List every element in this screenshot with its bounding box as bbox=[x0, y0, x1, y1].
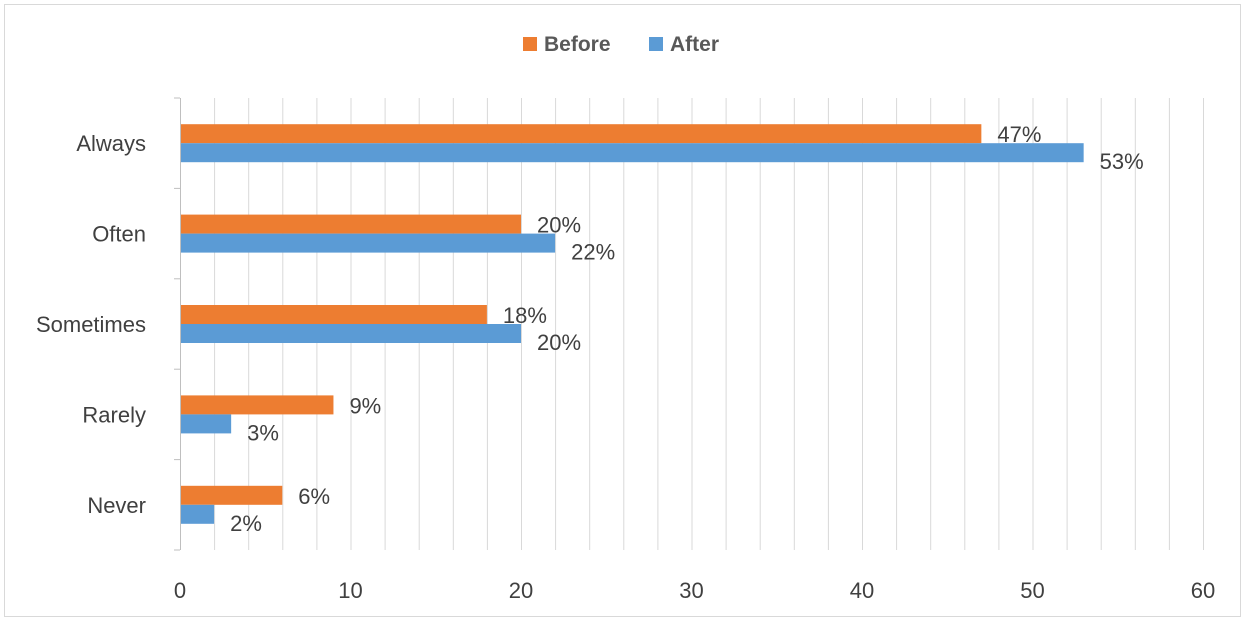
legend-label-after: After bbox=[670, 33, 719, 56]
data-labels: 47%53%20%22%18%20%9%3%6%2% bbox=[230, 122, 1144, 536]
bar-after bbox=[181, 233, 556, 253]
bar-before bbox=[181, 485, 283, 505]
axes: 0 10 20 30 40 50 60 Always Often Sometimes Rarely N… bbox=[36, 97, 1215, 603]
category-label: Often bbox=[92, 222, 146, 247]
legend: Before After bbox=[523, 33, 719, 56]
x-tick-label: 40 bbox=[850, 578, 874, 603]
data-label-before: 47% bbox=[997, 122, 1041, 147]
data-label-after: 20% bbox=[537, 330, 581, 355]
grid-lines bbox=[214, 98, 1204, 550]
bar-before bbox=[181, 214, 521, 234]
bar-before bbox=[181, 305, 487, 324]
bar-after bbox=[181, 143, 1084, 163]
legend-label-before: Before bbox=[544, 33, 611, 56]
x-tick-label: 50 bbox=[1020, 578, 1044, 603]
x-tick-label: 60 bbox=[1191, 578, 1215, 603]
x-tick-label: 20 bbox=[509, 578, 533, 603]
data-label-before: 6% bbox=[298, 484, 330, 509]
bars bbox=[181, 124, 1084, 524]
bar-before bbox=[181, 395, 334, 415]
category-label: Always bbox=[76, 131, 146, 156]
category-label: Sometimes bbox=[36, 312, 146, 337]
bar-before bbox=[181, 124, 982, 144]
data-label-after: 3% bbox=[247, 420, 279, 445]
x-tick-label: 30 bbox=[679, 578, 703, 603]
data-label-before: 20% bbox=[537, 213, 581, 238]
data-label-before: 9% bbox=[349, 393, 381, 418]
x-tick-label: 0 bbox=[174, 578, 186, 603]
category-label: Never bbox=[87, 493, 146, 518]
data-label-after: 22% bbox=[571, 240, 615, 265]
legend-swatch-before bbox=[523, 37, 537, 51]
data-label-before: 18% bbox=[503, 303, 547, 328]
bar-after bbox=[181, 324, 521, 343]
legend-swatch-after bbox=[649, 37, 663, 51]
data-label-after: 2% bbox=[230, 511, 262, 536]
x-tick-label: 10 bbox=[338, 578, 362, 603]
category-label: Rarely bbox=[82, 402, 146, 427]
bar-after bbox=[181, 504, 215, 524]
bar-after bbox=[181, 414, 232, 434]
data-label-after: 53% bbox=[1100, 149, 1144, 174]
